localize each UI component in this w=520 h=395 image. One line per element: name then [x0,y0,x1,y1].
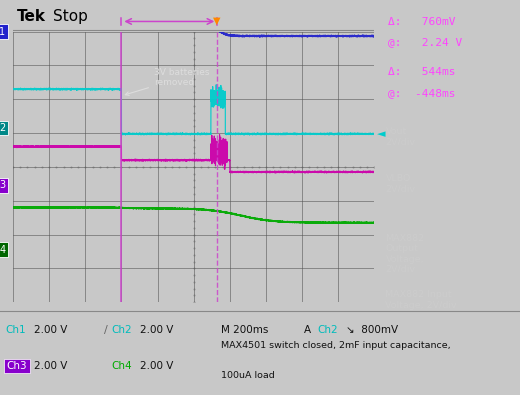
Text: Ch4: Ch4 [112,361,133,371]
Text: @:   2.24 V: @: 2.24 V [388,38,462,47]
Text: 3V batteries
removed: 3V batteries removed [125,68,210,95]
Text: Ch2: Ch2 [317,325,338,335]
Text: VLBO
2V/div: VLBO 2V/div [385,174,415,194]
Text: ▼: ▼ [213,16,221,26]
Text: Ch3: Ch3 [7,361,28,371]
Text: ◄: ◄ [377,129,386,139]
Text: 2.00 V: 2.00 V [34,325,67,335]
Text: 2: 2 [0,123,5,133]
Text: 2.00 V: 2.00 V [140,361,174,371]
Text: Δ:   760mV: Δ: 760mV [388,17,456,26]
Text: M 200ms: M 200ms [221,325,268,335]
Text: 3: 3 [0,181,5,190]
Text: MAX882 Input
Voltage, 2V/div: MAX882 Input Voltage, 2V/div [385,290,457,310]
Text: Stop: Stop [53,9,88,24]
Text: Δ:   544ms: Δ: 544ms [388,67,456,77]
Text: MAX882
Output
Voltage,
2V/div: MAX882 Output Voltage, 2V/div [385,234,424,274]
Text: Ch1: Ch1 [5,325,26,335]
Text: MAX4501 switch closed, 2mF input capacitance,: MAX4501 switch closed, 2mF input capacit… [221,341,451,350]
Text: @:  -448ms: @: -448ms [388,88,456,98]
Text: 1: 1 [0,26,5,37]
Text: Ch2: Ch2 [112,325,133,335]
Text: 4: 4 [0,245,5,255]
Text: Tek: Tek [17,9,46,24]
Text: A: A [304,325,311,335]
Text: ↘  800mV: ↘ 800mV [346,325,398,335]
Text: 100uA load: 100uA load [221,371,275,380]
Text: /: / [104,325,108,335]
Text: 2.00 V: 2.00 V [140,325,174,335]
Text: 2.00 V: 2.00 V [34,361,67,371]
Text: Vout
2V/div: Vout 2V/div [385,127,415,146]
